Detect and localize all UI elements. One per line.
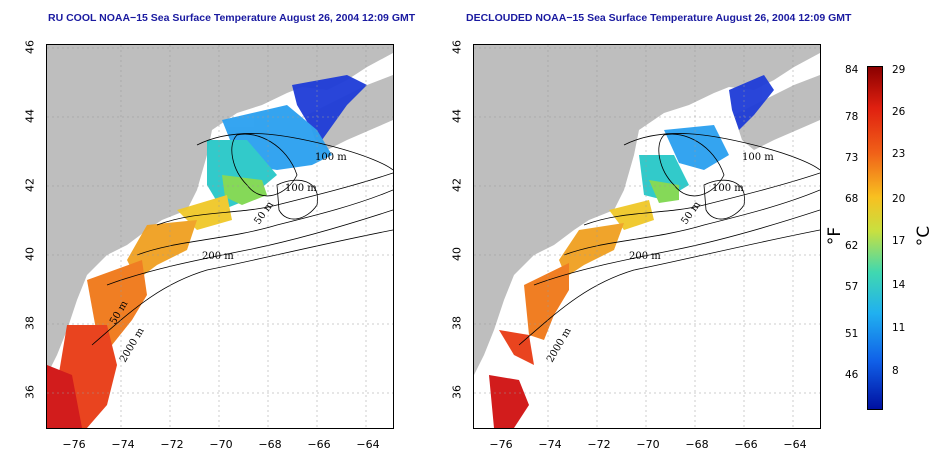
contour-label: 2000 m (545, 326, 574, 365)
colorbar-celsius-tick: 11 (892, 322, 906, 334)
colorbar-celsius-tick: 29 (892, 64, 906, 76)
y-tick-label: 44 (450, 109, 464, 123)
colorbar-fahrenheit-tick: 46 (845, 369, 859, 381)
nova-scotia-land (734, 75, 820, 150)
x-tick-label: −66 (307, 438, 331, 451)
x-tick-label: −74 (111, 438, 135, 451)
colorbar-celsius-tick: 23 (892, 148, 906, 160)
bathymetry-contours (91, 133, 393, 346)
x-tick-label: −68 (258, 438, 282, 451)
colorbar-fahrenheit-tick: 84 (845, 64, 859, 76)
fahrenheit-unit-label: °F (825, 226, 846, 246)
left-sst-map: 100 m 100 m 50 m 200 m 50 m 2000 m (46, 44, 394, 429)
colorbar-fahrenheit-tick: 78 (845, 111, 859, 123)
y-tick-label: 42 (450, 178, 464, 192)
left-map-title: RU COOL NOAA−15 Sea Surface Temperature … (48, 12, 416, 24)
contour-label: 200 m (629, 251, 661, 262)
graticule (47, 45, 393, 428)
colorbar-fahrenheit-tick: 62 (845, 240, 859, 252)
x-tick-label: −76 (489, 438, 513, 451)
y-tick-label: 36 (23, 385, 37, 399)
right-sst-map: 100 m 100 m 50 m 200 m 2000 m (473, 44, 821, 429)
y-tick-label: 42 (23, 178, 37, 192)
x-tick-label: −76 (62, 438, 86, 451)
x-tick-label: −72 (160, 438, 184, 451)
y-tick-label: 40 (23, 247, 37, 261)
land-mass (47, 45, 393, 375)
graticule (474, 45, 820, 428)
x-tick-label: −72 (587, 438, 611, 451)
contour-label: 100 m (742, 152, 774, 163)
y-tick-label: 40 (450, 247, 464, 261)
nova-scotia-land (307, 75, 393, 150)
colorbar-celsius-tick: 26 (892, 106, 906, 118)
x-tick-label: −74 (538, 438, 562, 451)
x-tick-label: −68 (685, 438, 709, 451)
y-tick-label: 46 (450, 40, 464, 54)
x-tick-label: −70 (636, 438, 660, 451)
colorbar-celsius-tick: 17 (892, 235, 906, 247)
x-tick-label: −66 (734, 438, 758, 451)
contour-label: 200 m (202, 251, 234, 262)
colorbar-celsius-tick: 14 (892, 279, 906, 291)
bathymetry-contours (518, 133, 820, 346)
y-tick-label: 44 (23, 109, 37, 123)
y-tick-label: 46 (23, 40, 37, 54)
celsius-unit-label: °C (914, 225, 935, 247)
right-map-title: DECLOUDED NOAA−15 Sea Surface Temperatur… (466, 12, 852, 24)
y-tick-label: 36 (450, 385, 464, 399)
colorbar-fahrenheit-tick: 57 (845, 281, 859, 293)
x-tick-label: −64 (783, 438, 807, 451)
land-mass (474, 45, 820, 375)
contour-label: 50 m (252, 199, 276, 227)
y-tick-label: 38 (23, 316, 37, 330)
colorbar (867, 66, 883, 410)
colorbar-fahrenheit-tick: 68 (845, 193, 859, 205)
x-tick-label: −64 (356, 438, 380, 451)
colorbar-fahrenheit-tick: 73 (845, 152, 859, 164)
contour-label: 100 m (315, 152, 347, 163)
colorbar-celsius-tick: 20 (892, 193, 906, 205)
y-tick-label: 38 (450, 316, 464, 330)
contour-label: 50 m (679, 199, 703, 227)
colorbar-fahrenheit-tick: 51 (845, 328, 859, 340)
contour-label: 100 m (285, 183, 317, 194)
x-tick-label: −70 (209, 438, 233, 451)
contour-label: 100 m (712, 183, 744, 194)
sst-pixels (489, 75, 774, 428)
colorbar-celsius-tick: 8 (892, 365, 899, 377)
